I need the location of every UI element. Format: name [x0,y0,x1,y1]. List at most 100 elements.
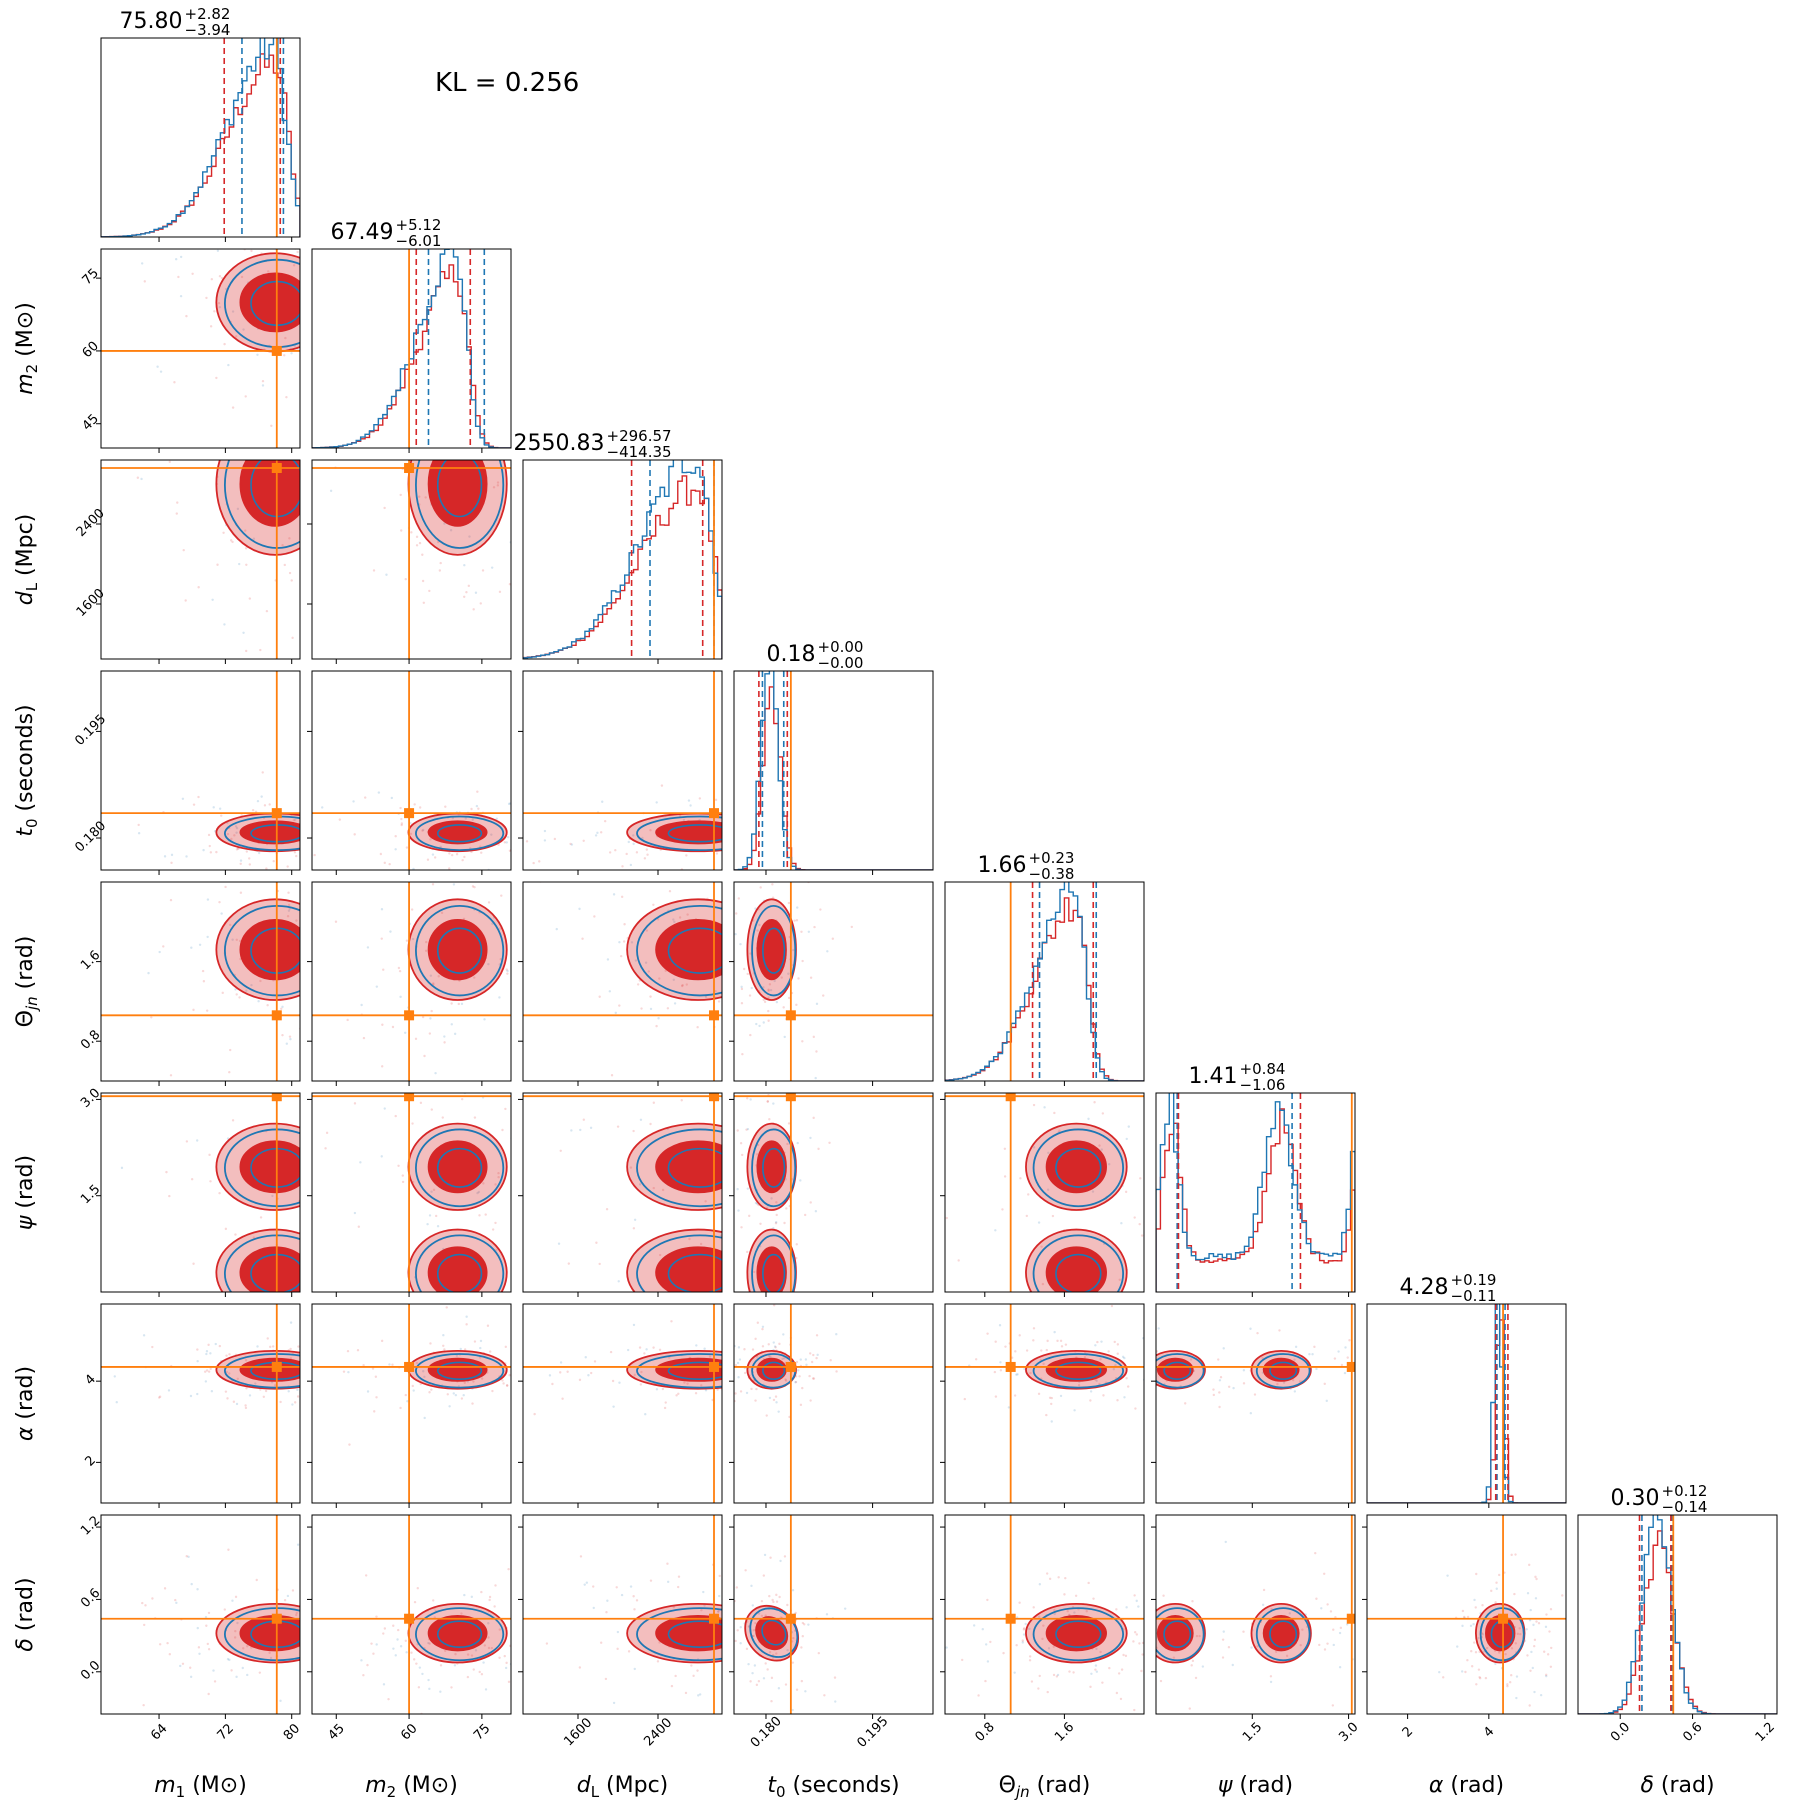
scatter-point [1561,1594,1564,1597]
scatter-point [550,903,552,905]
scatter-point [220,814,223,817]
scatter-point [1124,1654,1128,1658]
scatter-point [799,1348,801,1350]
scatter-point [570,1129,573,1132]
scatter-point [234,988,237,991]
scatter-point [388,822,390,824]
scatter-point [1481,1633,1485,1636]
scatter-point [394,1374,396,1376]
scatter-point [1396,1361,1398,1363]
scatter-point [1513,1592,1516,1596]
scatter-point [211,186,213,188]
scatter-point [772,1341,775,1344]
scatter-point [230,1669,233,1672]
param-title-main: 0.18 [767,642,816,667]
scatter-point [798,1375,801,1378]
scatter-point [1520,1657,1522,1659]
scatter-point [1532,1623,1535,1627]
scatter-point [197,586,200,589]
scatter-point [292,264,296,267]
scatter-point [470,807,473,811]
scatter-point [421,579,425,583]
panel-inner [312,882,552,1081]
scatter-point [1242,1369,1246,1372]
scatter-point [750,1387,753,1391]
scatter-point [144,337,146,339]
scatter-point [751,1604,755,1607]
scatter-point [314,784,316,786]
scatter-point [1473,1641,1476,1644]
scatter-point [312,544,314,546]
scatter-point [465,590,468,594]
scatter-point [250,249,253,253]
panel-inner [1156,1515,1522,1714]
scatter-point [644,1413,647,1416]
truth-marker [785,1361,796,1372]
scatter-point [1162,1594,1165,1597]
scatter-point [442,390,444,392]
label-part: jn [23,996,41,1012]
scatter-point [708,1355,712,1358]
scatter-point [332,844,334,846]
scatter-point [753,860,755,862]
scatter-point [1298,1380,1302,1383]
scatter-point [423,1054,426,1058]
scatter-point [532,1657,534,1659]
scatter-point [533,1371,535,1373]
scatter-point [634,959,638,962]
scatter-point [1025,1214,1029,1218]
scatter-point [317,455,319,457]
scatter-point [649,1007,653,1011]
scatter-point [1334,1615,1337,1619]
scatter-point [518,1366,520,1368]
scatter-point [1460,1364,1462,1366]
scatter-point [800,1679,804,1683]
scatter-point [159,370,163,373]
scatter-point [1348,1339,1351,1342]
scatter-point [693,1330,695,1332]
label-part: (M⊙) [396,1773,458,1798]
scatter-point [749,952,752,955]
scatter-point [389,930,392,933]
scatter-point [402,439,404,441]
scatter-point [205,1009,209,1012]
scatter-point [739,1642,742,1645]
scatter-point [796,1141,799,1145]
scatter-point [1047,1480,1049,1482]
scatter-point [322,527,324,529]
scatter-point [763,876,765,878]
scatter-point [367,991,369,993]
scatter-point [293,1401,297,1404]
contour-outer-blue [1032,1128,1125,1208]
scatter-point [1042,1624,1045,1627]
scatter-point [329,489,333,493]
scatter-point [748,1380,750,1382]
scatter-point [575,848,577,850]
scatter-point [817,1147,820,1151]
scatter-point [376,936,378,938]
scatter-point [348,1443,351,1446]
scatter-point [1515,1675,1519,1678]
y-tick-label: 45 [80,412,102,434]
y-tick-label: 1.6 [78,948,103,973]
scatter-point [1046,1339,1049,1343]
scatter-point [189,1394,193,1398]
scatter-point [592,1585,595,1588]
scatter-point [652,1346,655,1349]
scatter-point [765,852,767,854]
scatter-point [517,634,519,636]
scatter-point [1444,1653,1446,1655]
contour-outer-blue [636,1234,722,1292]
scatter-point [586,350,588,352]
scatter-point [330,507,332,509]
scatter-point [1242,1382,1246,1385]
contour-inner-blue [761,1619,787,1646]
scatter-point [673,1002,677,1005]
scatter-point [207,833,211,837]
scatter-point [375,985,379,988]
y-axis-label-t0: t0 (seconds) [13,704,41,836]
scatter-point [288,1035,292,1038]
scatter-point [1111,976,1113,978]
scatter-point [783,1555,787,1558]
